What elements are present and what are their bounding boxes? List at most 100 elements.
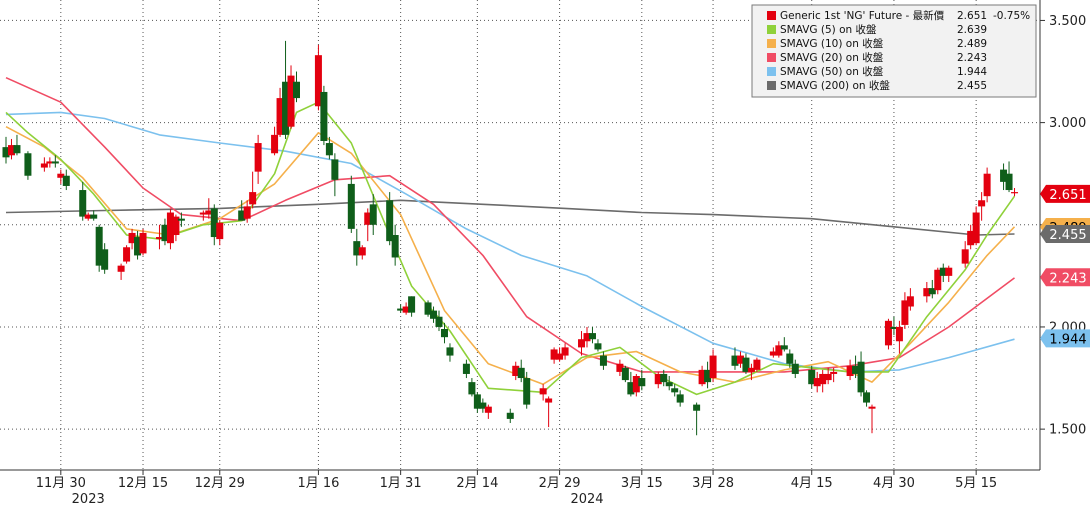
- candle: [473, 392, 481, 413]
- candle-body: [358, 247, 366, 256]
- candle: [51, 155, 59, 168]
- candle-body: [983, 173, 991, 197]
- legend-value: 1.944: [957, 66, 987, 78]
- candle: [671, 384, 679, 397]
- candle-body: [51, 161, 59, 164]
- candle: [155, 224, 163, 250]
- candle: [128, 228, 136, 250]
- candle-body: [588, 333, 596, 340]
- candle: [95, 224, 103, 272]
- candle: [928, 279, 936, 299]
- candle-body: [430, 310, 438, 319]
- candle: [331, 153, 339, 197]
- legend-swatch: [767, 11, 776, 20]
- candle: [895, 320, 903, 354]
- legend-swatch: [767, 53, 776, 62]
- candle-body: [786, 353, 794, 364]
- candle: [271, 126, 279, 156]
- candle-body: [24, 153, 32, 176]
- candle: [550, 347, 558, 364]
- candle: [753, 357, 761, 372]
- candle-body: [117, 265, 125, 272]
- candle-body: [7, 145, 15, 156]
- candle-body: [177, 218, 185, 221]
- candle: [386, 192, 394, 246]
- price-tag-label: 1.944: [1049, 332, 1086, 347]
- candle-body: [1011, 192, 1019, 194]
- candle-body: [906, 296, 914, 307]
- candle-body: [13, 145, 21, 154]
- candle: [506, 408, 514, 423]
- candle: [13, 134, 21, 156]
- candle-body: [539, 388, 547, 395]
- candle: [599, 351, 607, 370]
- legend-swatch: [767, 81, 776, 90]
- candle: [616, 359, 624, 376]
- candle: [210, 204, 218, 246]
- candle: [769, 347, 777, 358]
- candle-body: [813, 378, 821, 387]
- candle: [693, 402, 701, 436]
- candle: [698, 365, 706, 387]
- candle-body: [40, 163, 48, 168]
- candle: [62, 169, 70, 191]
- legend-label: SMAVG (5) on 收盤: [780, 23, 877, 36]
- candle-body: [967, 230, 975, 246]
- candle-body: [895, 326, 903, 342]
- candle-body: [238, 210, 246, 221]
- candle: [292, 71, 300, 103]
- candle-body: [693, 404, 701, 411]
- candle: [243, 200, 251, 223]
- candle-body: [747, 367, 755, 372]
- candle: [824, 367, 832, 385]
- candle: [512, 361, 520, 381]
- candle-body: [161, 224, 169, 242]
- candle: [890, 316, 898, 336]
- candle: [1011, 188, 1019, 197]
- candle-body: [172, 216, 180, 235]
- candle-body: [479, 402, 487, 409]
- price-tag-label: 2.455: [1049, 228, 1086, 243]
- candle-body: [155, 237, 163, 240]
- candle: [934, 267, 942, 295]
- price-tag: 1.944: [1040, 329, 1090, 348]
- candle-body: [166, 212, 174, 244]
- candle: [967, 224, 975, 250]
- x-tick-label: 3月 15: [621, 476, 663, 491]
- candle-body: [731, 355, 739, 366]
- candle: [391, 224, 399, 266]
- candle: [813, 371, 821, 393]
- candle: [906, 288, 914, 311]
- price-tag-bg: [1040, 225, 1090, 244]
- candle-body: [961, 249, 969, 264]
- candle: [46, 157, 54, 168]
- candle-body: [671, 388, 679, 393]
- candle-body: [353, 241, 361, 256]
- candle: [7, 138, 15, 160]
- candle-body: [484, 406, 492, 413]
- candle-body: [819, 373, 827, 385]
- candle-body: [506, 412, 514, 419]
- candle-body: [249, 192, 257, 205]
- candle-body: [440, 329, 448, 338]
- candle: [325, 136, 333, 160]
- candle: [79, 181, 87, 221]
- candle: [84, 212, 92, 221]
- candle: [287, 65, 295, 129]
- candle-body: [243, 206, 251, 219]
- candle: [282, 40, 290, 139]
- candle: [808, 365, 816, 389]
- sma-line-200: [5, 199, 1015, 236]
- candle: [468, 378, 476, 397]
- candle: [479, 398, 487, 413]
- candle: [561, 343, 569, 360]
- candle-body: [314, 55, 322, 107]
- legend-value: 2.243: [957, 52, 987, 64]
- candle: [621, 365, 629, 383]
- grid: [0, 0, 1040, 470]
- candle-body: [95, 226, 103, 266]
- candle-body: [578, 339, 586, 348]
- candle: [627, 371, 635, 397]
- candle-body: [791, 363, 799, 374]
